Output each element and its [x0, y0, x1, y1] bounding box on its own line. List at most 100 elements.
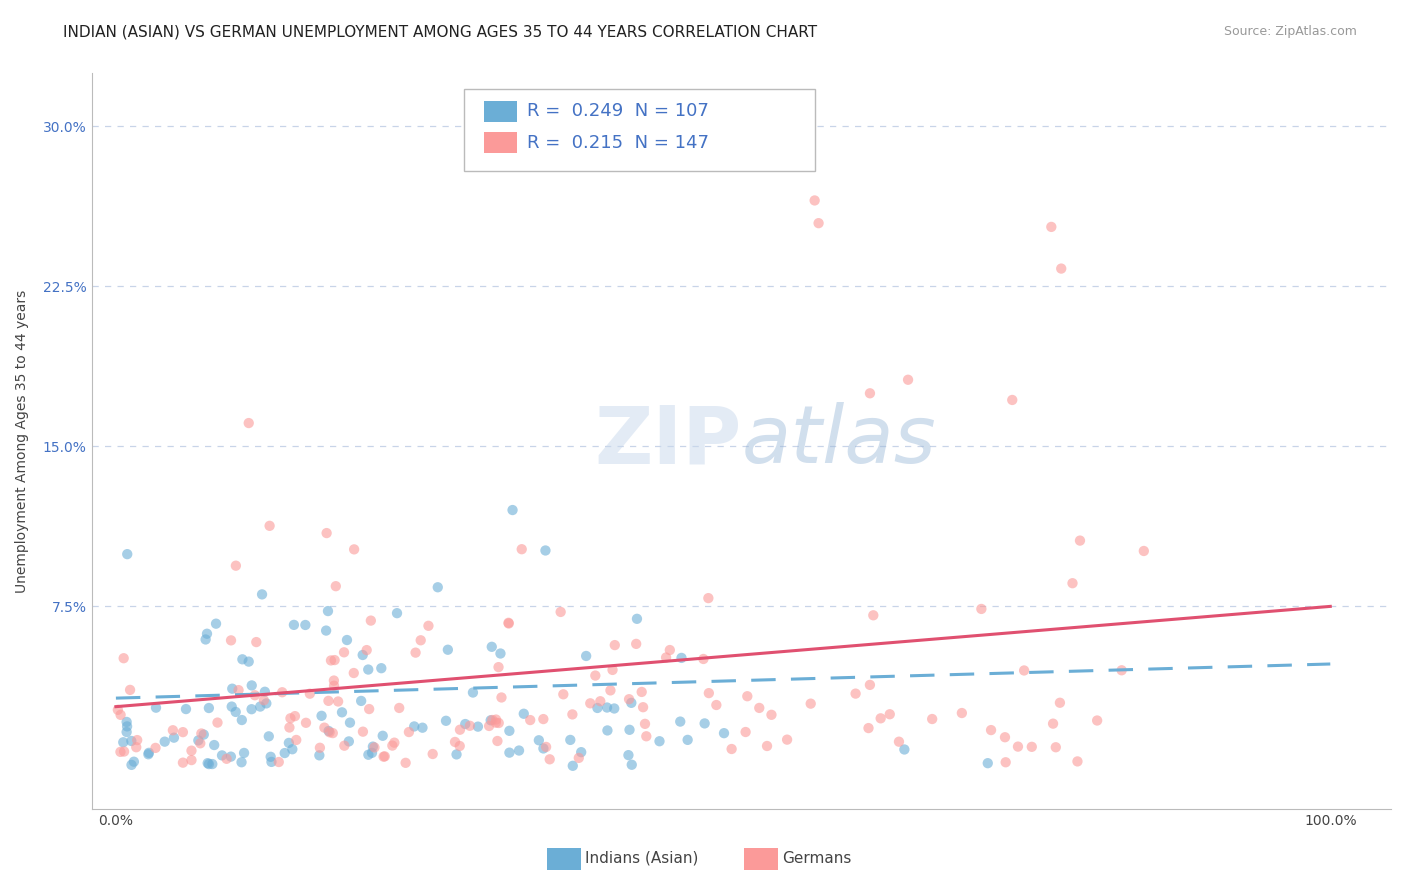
- Point: [648, 734, 671, 748]
- Point: [350, 694, 373, 708]
- Point: [138, 746, 160, 760]
- Point: [488, 660, 510, 674]
- Point: [761, 707, 783, 722]
- Point: [219, 749, 242, 764]
- Point: [115, 725, 138, 739]
- Point: [188, 736, 211, 750]
- Point: [198, 757, 221, 772]
- Text: INDIAN (ASIAN) VS GERMAN UNEMPLOYMENT AMONG AGES 35 TO 44 YEARS CORRELATION CHAR: INDIAN (ASIAN) VS GERMAN UNEMPLOYMENT AM…: [63, 25, 817, 40]
- Point: [110, 745, 132, 759]
- Point: [1012, 664, 1035, 678]
- Point: [485, 713, 508, 727]
- Point: [117, 547, 139, 561]
- Point: [636, 729, 658, 743]
- Point: [737, 690, 759, 704]
- Point: [361, 746, 384, 760]
- Y-axis label: Unemployment Among Ages 35 to 44 years: Unemployment Among Ages 35 to 44 years: [15, 289, 30, 592]
- Point: [498, 723, 520, 738]
- Point: [550, 605, 572, 619]
- Point: [697, 686, 720, 700]
- Point: [260, 755, 283, 769]
- Text: Germans: Germans: [782, 851, 851, 865]
- Point: [845, 687, 868, 701]
- Point: [138, 747, 160, 762]
- Point: [620, 696, 643, 710]
- Point: [197, 756, 219, 771]
- Point: [231, 652, 253, 666]
- Point: [426, 580, 449, 594]
- Point: [370, 661, 392, 675]
- Point: [498, 616, 520, 631]
- Point: [921, 712, 943, 726]
- Point: [560, 732, 582, 747]
- Point: [893, 742, 915, 756]
- Point: [1069, 533, 1091, 548]
- Point: [318, 723, 340, 738]
- Point: [655, 650, 678, 665]
- Point: [568, 751, 591, 765]
- Point: [803, 194, 825, 208]
- Point: [330, 706, 353, 720]
- Point: [337, 734, 360, 748]
- Point: [527, 733, 550, 747]
- Point: [859, 386, 882, 401]
- Point: [107, 703, 129, 717]
- Point: [198, 701, 221, 715]
- Point: [994, 756, 1017, 770]
- Point: [444, 735, 467, 749]
- Point: [508, 743, 530, 757]
- Point: [325, 579, 347, 593]
- Point: [267, 755, 290, 769]
- Point: [596, 723, 619, 738]
- Point: [671, 651, 693, 665]
- Point: [586, 701, 609, 715]
- Point: [253, 685, 276, 699]
- Point: [748, 701, 770, 715]
- Point: [283, 618, 305, 632]
- Point: [112, 735, 135, 749]
- Point: [339, 715, 361, 730]
- Point: [1001, 392, 1024, 407]
- Point: [318, 725, 340, 739]
- Point: [115, 719, 138, 733]
- Point: [481, 713, 503, 727]
- Point: [260, 749, 283, 764]
- Point: [676, 732, 699, 747]
- Point: [162, 723, 184, 738]
- Point: [211, 748, 233, 763]
- Point: [388, 701, 411, 715]
- Point: [231, 713, 253, 727]
- Point: [1021, 739, 1043, 754]
- Point: [575, 648, 598, 663]
- Point: [243, 688, 266, 702]
- Point: [225, 705, 247, 719]
- Point: [225, 558, 247, 573]
- Point: [233, 746, 256, 760]
- Text: ZIP: ZIP: [595, 402, 741, 480]
- Point: [193, 728, 215, 742]
- Point: [950, 706, 973, 720]
- Point: [125, 740, 148, 755]
- Point: [693, 716, 716, 731]
- Point: [201, 757, 224, 772]
- Point: [862, 608, 884, 623]
- Point: [271, 685, 294, 699]
- Point: [603, 638, 626, 652]
- Point: [253, 693, 276, 707]
- Point: [579, 696, 602, 710]
- Point: [502, 503, 524, 517]
- Point: [619, 723, 641, 737]
- Point: [498, 746, 520, 760]
- Point: [1062, 576, 1084, 591]
- Point: [163, 731, 186, 745]
- Point: [720, 742, 742, 756]
- Point: [589, 694, 612, 708]
- Point: [980, 723, 1002, 737]
- Point: [326, 694, 349, 708]
- Point: [333, 739, 356, 753]
- Point: [322, 673, 344, 688]
- Point: [352, 648, 374, 662]
- Point: [626, 612, 648, 626]
- Point: [240, 702, 263, 716]
- Point: [295, 715, 318, 730]
